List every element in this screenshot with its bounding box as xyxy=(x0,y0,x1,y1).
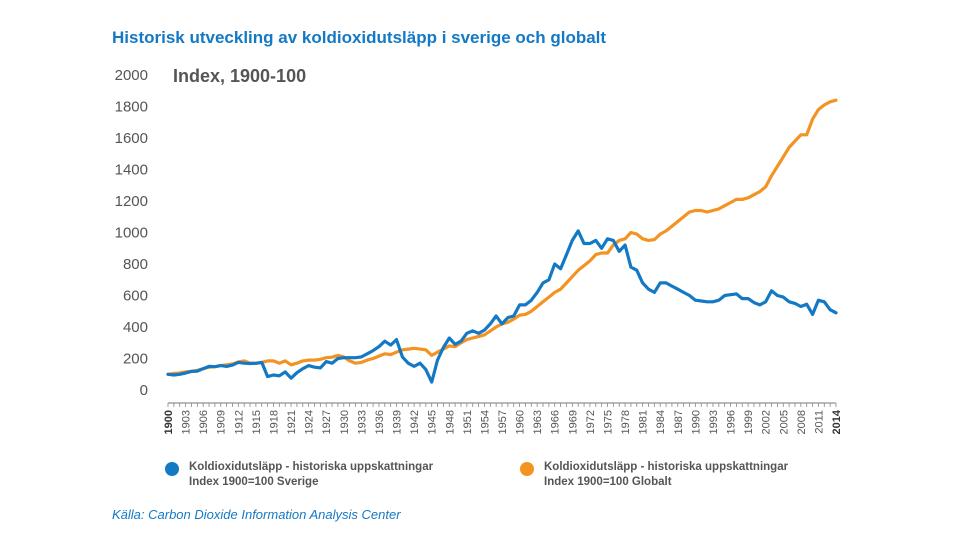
x-tick-label: 1972 xyxy=(585,410,597,434)
x-tick-label: 2014 xyxy=(831,409,843,434)
y-tick-label: 1600 xyxy=(115,130,148,147)
x-tick-label: 1909 xyxy=(216,410,228,434)
x-tick-label: 1954 xyxy=(479,410,491,434)
y-tick-label: 1400 xyxy=(115,162,148,179)
legend-marker-global xyxy=(520,462,534,476)
legend-label-global: Koldioxidutsläpp - historiska uppskattni… xyxy=(544,460,788,490)
x-tick-label: 1915 xyxy=(251,410,263,434)
x-tick-label: 1918 xyxy=(268,410,280,434)
x-tick-label: 1900 xyxy=(163,410,175,434)
x-tick-label: 1969 xyxy=(567,410,579,434)
legend-global-line2: Index 1900=100 Globalt xyxy=(544,476,672,488)
x-tick-label: 1924 xyxy=(304,410,316,434)
x-tick-label: 1957 xyxy=(497,410,509,434)
x-tick-label: 2002 xyxy=(761,410,773,434)
x-tick-label: 1960 xyxy=(515,410,527,434)
x-tick-label: 1927 xyxy=(321,410,333,434)
chart-title: Historisk utveckling av koldioxidutsläpp… xyxy=(112,28,607,47)
x-tick-label: 1999 xyxy=(743,410,755,434)
x-tick-label: 1978 xyxy=(620,410,632,434)
x-tick-label: 2008 xyxy=(796,410,808,434)
x-tick-label: 2011 xyxy=(813,410,825,434)
y-axis: 0 200 400 600 800 1000 1200 1400 1600 1800 2000 xyxy=(115,67,148,399)
x-tick-label: 1921 xyxy=(286,410,298,434)
y-tick-label: 0 xyxy=(140,382,148,399)
y-tick-label: 2000 xyxy=(115,67,148,84)
x-tick-label: 1951 xyxy=(462,410,474,434)
x-tick-label: 1981 xyxy=(638,410,650,434)
y-tick-label: 1200 xyxy=(115,193,148,210)
series-line-sweden xyxy=(166,229,838,384)
x-tick-label: 1933 xyxy=(356,410,368,434)
legend-item-sweden: Koldioxidutsläpp - historiska uppskattni… xyxy=(165,460,433,490)
legend-label-sweden: Koldioxidutsläpp - historiska uppskattni… xyxy=(189,460,433,490)
x-tick-label: 1987 xyxy=(673,410,685,434)
x-tick-label: 1912 xyxy=(233,410,245,434)
source-note: Källa: Carbon Dioxide Information Analys… xyxy=(112,507,401,522)
x-tick-label: 1975 xyxy=(602,410,614,434)
x-tick-label: 1996 xyxy=(726,410,738,434)
legend-item-global: Koldioxidutsläpp - historiska uppskattni… xyxy=(520,460,788,490)
x-tick-label: 1984 xyxy=(655,410,667,434)
x-tick-label: 1906 xyxy=(198,410,210,434)
y-tick-label: 400 xyxy=(123,319,148,336)
x-tick-label: 1903 xyxy=(181,410,193,434)
x-tick-label: 1948 xyxy=(444,410,456,434)
y-tick-label: 1000 xyxy=(115,225,148,242)
x-tick-label: 1966 xyxy=(550,410,562,434)
legend-sweden-line2: Index 1900=100 Sverige xyxy=(189,476,319,488)
x-tick-label: 1936 xyxy=(374,410,386,434)
x-tick-label: 1930 xyxy=(339,410,351,434)
x-tick-label: 1945 xyxy=(427,410,439,434)
legend-marker-sweden xyxy=(165,462,179,476)
x-tick-label: 1942 xyxy=(409,410,421,434)
x-tick-label: 1993 xyxy=(708,410,720,434)
y-tick-label: 600 xyxy=(123,288,148,305)
y-tick-label: 800 xyxy=(123,256,148,273)
x-axis: 1900 1903 1906 1909 1912 1915 1918 1921 1924 1927… xyxy=(163,402,843,434)
chart-subtitle: Index, 1900-100 xyxy=(173,66,307,86)
legend-sweden-line1: Koldioxidutsläpp - historiska uppskattni… xyxy=(189,461,434,473)
x-tick-label: 1990 xyxy=(690,410,702,434)
x-tick-label: 2005 xyxy=(778,410,790,434)
x-tick-label: 1963 xyxy=(532,410,544,434)
series-layer xyxy=(166,98,838,384)
legend-global-line1: Koldioxidutsläpp - historiska uppskattni… xyxy=(544,461,789,473)
series-line-global xyxy=(166,98,838,376)
y-tick-label: 200 xyxy=(123,351,148,368)
y-tick-label: 1800 xyxy=(115,99,148,116)
x-tick-label: 1939 xyxy=(392,410,404,434)
